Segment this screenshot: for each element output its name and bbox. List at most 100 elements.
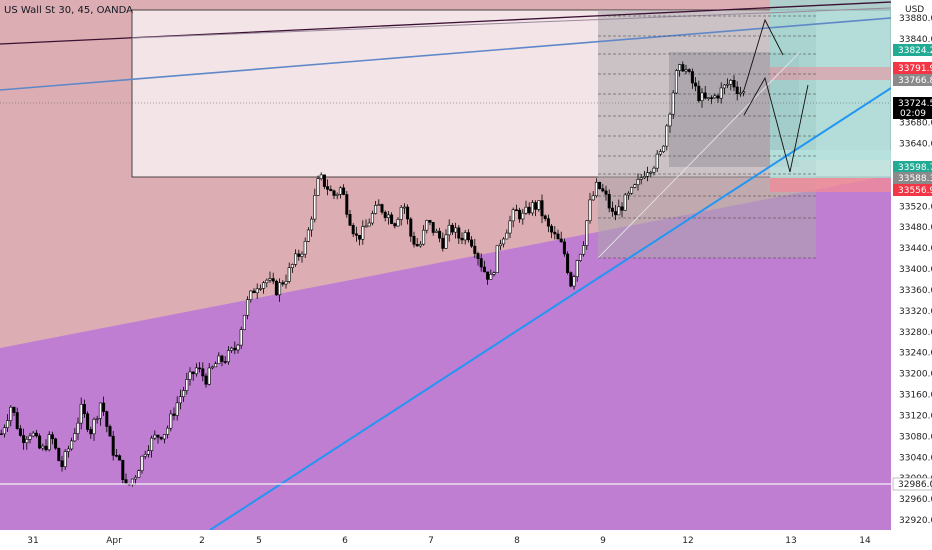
candle-body	[530, 202, 534, 214]
y-tick-label: 33080.0	[899, 432, 932, 442]
price-axis[interactable]	[891, 0, 932, 530]
candle-body	[342, 187, 346, 195]
candle-body	[671, 92, 675, 115]
candle-body	[543, 215, 547, 219]
y-tick-label: 33400.0	[899, 265, 932, 275]
price-label-text: 33791.9	[898, 64, 932, 74]
time-axis[interactable]	[0, 530, 932, 550]
candle-body	[367, 222, 371, 227]
candle-body	[652, 167, 656, 173]
candle-body	[607, 193, 611, 209]
y-tick-label: 33480.0	[899, 223, 932, 233]
candle-body	[550, 225, 554, 233]
candle-body	[524, 206, 528, 214]
trendline[interactable]	[209, 87, 891, 530]
projection-levels	[598, 15, 816, 259]
candle-body	[95, 418, 99, 420]
target-zone-lower[interactable]	[770, 150, 891, 178]
candle-body	[137, 470, 141, 478]
candle-body	[601, 188, 605, 192]
forecast-path-2[interactable]	[743, 76, 809, 173]
candle-body	[140, 455, 144, 471]
candle-body	[626, 192, 630, 196]
candle-body	[348, 214, 352, 226]
candle-body	[665, 125, 669, 147]
candle-body	[284, 281, 288, 285]
candle-body	[294, 253, 298, 265]
candle-body	[198, 367, 202, 370]
candle-body	[102, 402, 106, 412]
candle-body	[0, 433, 3, 436]
candle-body	[575, 260, 579, 277]
candle-body	[498, 243, 502, 247]
candle-body	[620, 206, 624, 211]
candle-body	[729, 80, 733, 85]
candle-body	[694, 82, 698, 87]
candle-body	[246, 299, 250, 316]
price-label-badge	[893, 161, 932, 173]
candle-body	[201, 368, 205, 377]
candle-body	[249, 290, 253, 300]
candle-body	[610, 207, 614, 212]
stop-zone[interactable]	[770, 178, 891, 192]
x-tick-label: 6	[342, 536, 348, 546]
candle-body	[646, 172, 650, 177]
price-label-badge	[893, 172, 932, 184]
candle-body	[406, 206, 410, 220]
candle-body	[642, 175, 646, 179]
candle-body	[486, 271, 490, 280]
candle-body	[15, 412, 19, 429]
candle-body	[207, 367, 211, 385]
candle-body	[63, 451, 67, 468]
candle-body	[713, 95, 717, 99]
candle-body	[194, 367, 198, 375]
candle-body	[258, 288, 262, 290]
candle-body	[697, 85, 701, 101]
candle-body	[121, 459, 125, 480]
y-tick-label: 33880.0	[899, 14, 932, 24]
price-label-badge	[893, 44, 932, 56]
candle-body	[287, 267, 291, 282]
candle-body	[380, 204, 384, 213]
candle-body	[54, 438, 58, 449]
candle-body	[182, 390, 186, 397]
price-label-text: 33724.5	[898, 99, 932, 109]
candle-body	[518, 209, 522, 220]
candle-body	[76, 422, 80, 434]
candle-body	[527, 206, 531, 214]
candle-body	[178, 396, 182, 404]
candle-body	[521, 212, 525, 220]
candle-body	[604, 190, 608, 195]
candle-body	[639, 177, 643, 180]
candle-body	[143, 454, 147, 457]
candle-body	[274, 280, 278, 296]
candle-body	[220, 355, 224, 362]
candle-body	[559, 238, 563, 243]
candle-body	[338, 187, 342, 195]
candle-body	[44, 445, 48, 451]
diagonal-guide[interactable]	[597, 51, 801, 259]
candle-body	[438, 230, 442, 239]
candle-body	[482, 266, 486, 273]
candle-body	[111, 435, 115, 456]
candle-body	[399, 207, 403, 220]
candle-body	[60, 460, 64, 468]
candle-body	[466, 232, 470, 241]
candle-body	[706, 97, 710, 99]
candle-body	[114, 455, 118, 457]
candle-body	[489, 274, 493, 280]
channel-mid-line[interactable]	[0, 17, 891, 91]
candle-body	[89, 429, 93, 435]
candle-body	[268, 278, 272, 281]
x-tick-label: Apr	[106, 536, 122, 546]
stop-zone-upper[interactable]	[770, 67, 891, 80]
candle-body	[473, 245, 477, 254]
candle-body	[233, 347, 237, 351]
candle-body	[514, 209, 518, 212]
channel-thin-line[interactable]	[131, 7, 891, 39]
forecast-path-1[interactable]	[743, 18, 784, 91]
candle-body	[34, 432, 38, 437]
candle-body	[479, 258, 483, 268]
